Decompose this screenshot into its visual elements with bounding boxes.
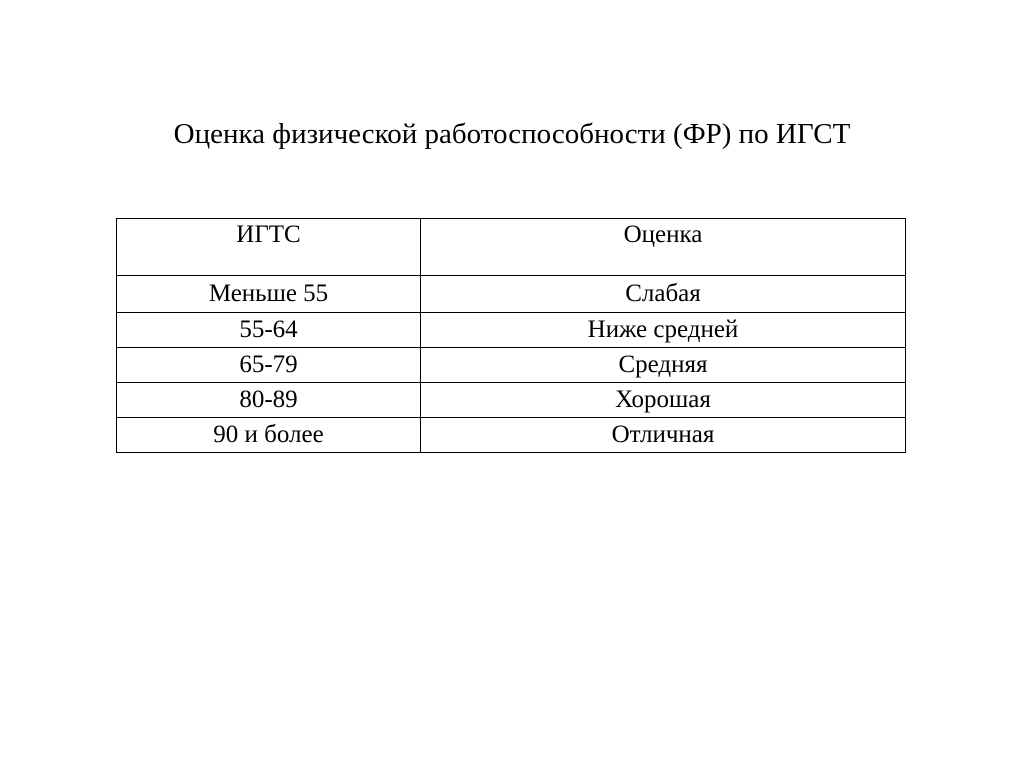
table-cell: Меньше 55: [117, 276, 421, 313]
table-cell: 90 и более: [117, 418, 421, 453]
table-row: 55-64 Ниже средней: [117, 313, 906, 348]
table-cell: Отличная: [421, 418, 906, 453]
table-header-row: ИГТС Оценка: [117, 219, 906, 276]
page-title: Оценка физической работоспособности (ФР)…: [0, 118, 1024, 151]
page: Оценка физической работоспособности (ФР)…: [0, 0, 1024, 767]
table-cell: Средняя: [421, 348, 906, 383]
table-row: 65-79 Средняя: [117, 348, 906, 383]
table-row: Меньше 55 Слабая: [117, 276, 906, 313]
table-cell: Слабая: [421, 276, 906, 313]
table-row: 90 и более Отличная: [117, 418, 906, 453]
table-cell: Хорошая: [421, 383, 906, 418]
table-header-cell: Оценка: [421, 219, 906, 276]
rating-table: ИГТС Оценка Меньше 55 Слабая 55-64 Ниже …: [116, 218, 906, 453]
table-cell: 55-64: [117, 313, 421, 348]
table-header-cell: ИГТС: [117, 219, 421, 276]
table-row: 80-89 Хорошая: [117, 383, 906, 418]
table-cell: Ниже средней: [421, 313, 906, 348]
table-cell: 80-89: [117, 383, 421, 418]
table-cell: 65-79: [117, 348, 421, 383]
